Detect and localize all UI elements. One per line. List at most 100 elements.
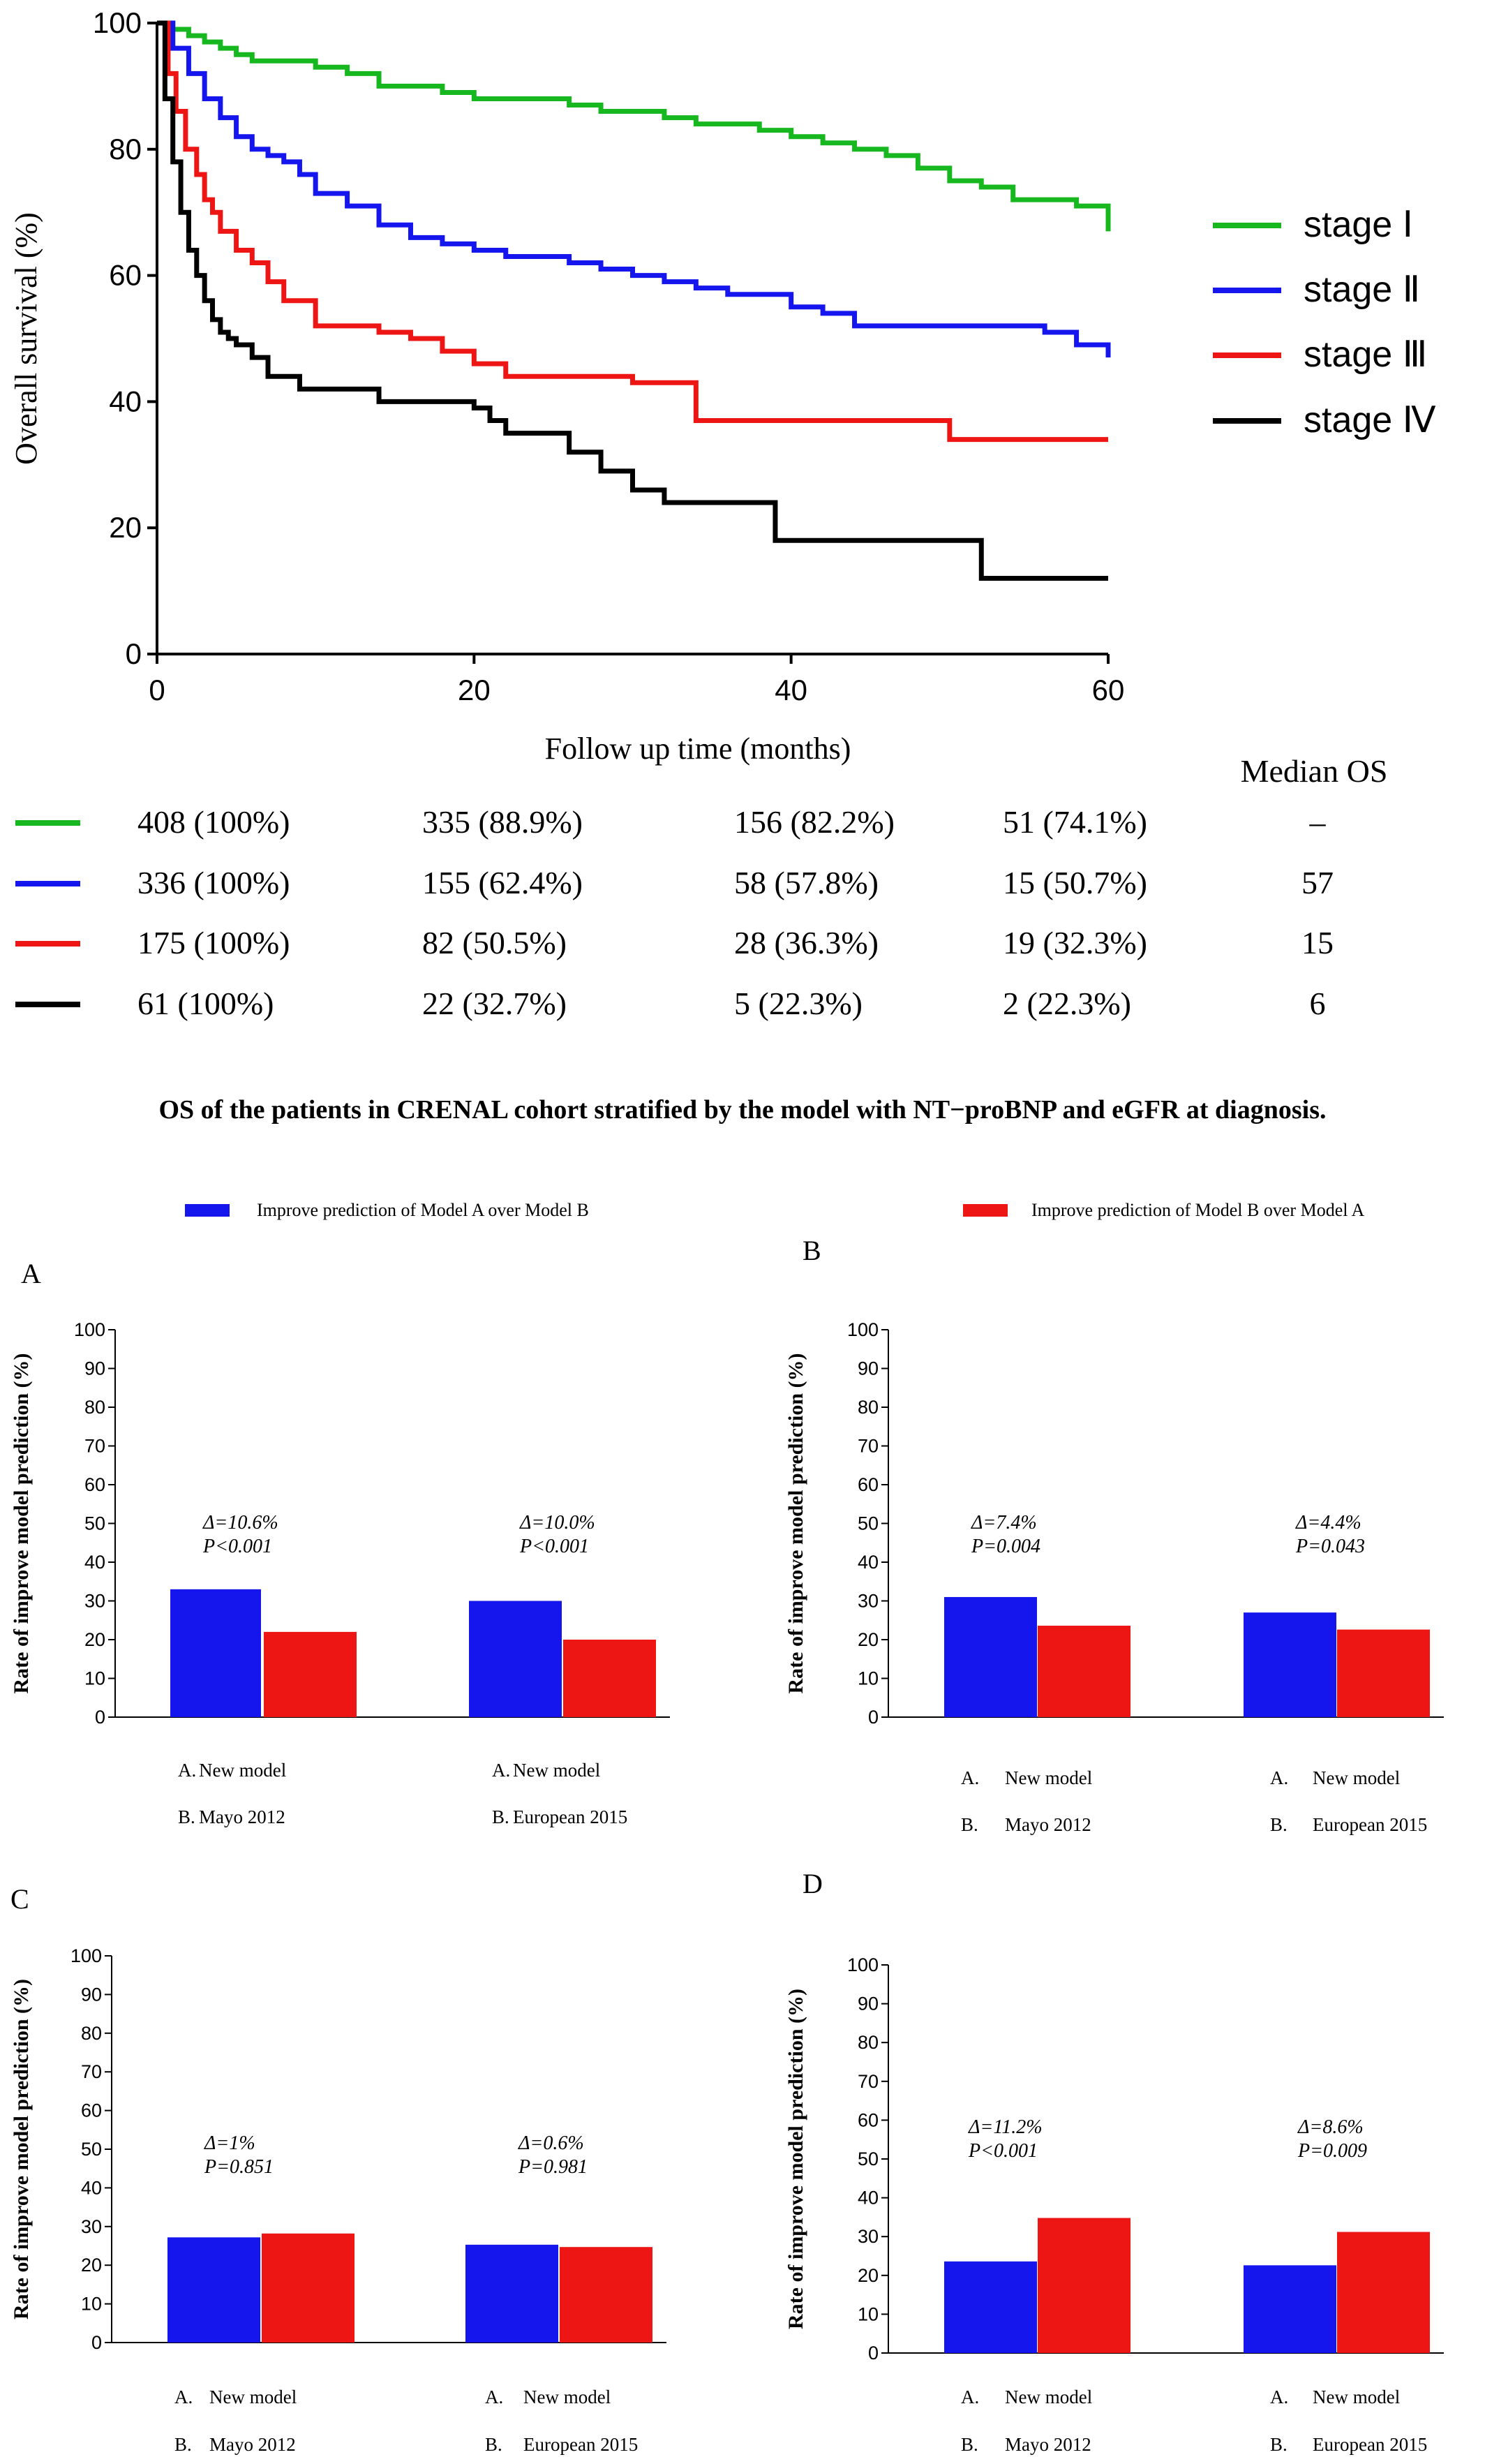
legend-swatch-a-over-b [185,1204,230,1217]
bar-b-over-a [560,2247,652,2343]
panel-label-b: B [803,1235,821,1266]
bar-y-tick-label: 70 [858,2071,879,2092]
km-curve-stage-4 [157,20,1108,581]
risk-table-cell: 408 (100%) [137,804,290,840]
risk-median-os: 57 [1301,865,1334,900]
km-curve-stage-1 [157,20,1111,232]
bar-chart-panel-b: 0 10 20 30 40 50 60 70 80 90 100 Rate of improve mo… [784,1319,1444,1835]
bar-y-axis-label: Rate of improve model prediction (%) [784,1989,807,2329]
bar-y-tick-label: 60 [81,2100,102,2121]
p-value-annotation: P=0.043 [1295,1536,1365,1557]
p-value-annotation: P<0.001 [202,1536,272,1557]
bar-y-tick-label: 60 [858,2109,879,2130]
bar-category-prefix-a: A. [961,1767,979,1788]
km-curve-stage-2 [157,20,1111,358]
bar-a-over-b [465,2244,558,2343]
bar-y-tick-label: 20 [858,1629,879,1650]
delta-annotation: Δ=11.2% [968,2116,1043,2138]
bar-y-tick-label: 100 [70,1945,102,1966]
km-y-tick-label: 80 [109,133,142,165]
risk-table-cell: 22 (32.7%) [422,986,567,1021]
km-y-tick-label: 40 [109,385,142,417]
bar-y-tick-label: 40 [858,2188,879,2209]
km-legend-label-stage-1: stage Ⅰ [1304,205,1413,245]
bar-category-prefix-a: A. [492,1760,510,1781]
legend-label-b-over-a: Improve prediction of Model B over Model… [1031,1200,1365,1220]
risk-table-cell: 82 (50.5%) [422,925,567,960]
bar-y-tick-label: 30 [84,1591,105,1612]
bar-y-tick-label: 60 [84,1474,105,1495]
panel-label-c: C [10,1883,29,1915]
bar-y-tick-label: 80 [84,1397,105,1418]
bar-y-tick-label: 70 [858,1436,879,1457]
bar-category-prefix-b: B. [1270,1814,1288,1835]
bar-category-compared-model: European 2015 [513,1806,627,1827]
bar-category-new-model: New model [513,1760,600,1781]
bar-category-compared-model: Mayo 2012 [209,2434,296,2455]
bar-y-tick-label: 90 [858,1358,879,1379]
bar-category-prefix-b: B. [961,1814,978,1835]
km-y-tick-label: 100 [93,6,142,39]
bar-b-over-a [1337,1629,1430,1717]
bar-a-over-b [1244,1612,1336,1717]
bar-chart-panel-a: 0 10 20 30 40 50 60 70 80 90 100 Rate of improve mo… [10,1319,670,1827]
km-x-tick-label: 40 [775,674,807,706]
bar-chart-panel-d: 0 10 20 30 40 50 60 70 80 90 100 Rate of improve mo… [784,1954,1444,2455]
bar-y-axis-label: Rate of improve model prediction (%) [10,1979,33,2320]
km-x-tick-label: 20 [458,674,491,706]
bar-a-over-b [944,2261,1037,2353]
km-y-axis-label: Overall survival (%) [9,212,43,465]
bar-y-tick-label: 50 [858,1513,879,1534]
bar-category-prefix-b: B. [961,2434,978,2455]
bar-b-over-a [1038,2218,1130,2353]
bar-y-tick-label: 70 [81,2061,102,2082]
bar-category-new-model: New model [209,2387,297,2407]
bar-category-new-model: New model [1313,2387,1400,2407]
bar-y-tick-label: 0 [95,1707,105,1728]
delta-annotation: Δ=10.6% [202,1512,278,1534]
bar-category-new-model: New model [1313,1767,1400,1788]
number-at-risk-table: Median OS 408 (100%) 335 (88.9%) 156 (82.2… [15,753,1387,1021]
bar-y-axis-label: Rate of improve model prediction (%) [10,1353,33,1694]
delta-annotation: Δ=10.0% [519,1512,595,1534]
bar-category-prefix-a: A. [1270,1767,1288,1788]
p-value-annotation: P=0.981 [518,2156,588,2178]
bar-y-tick-label: 80 [858,2032,879,2053]
bar-a-over-b [167,2237,260,2343]
km-legend-label-stage-4: stage Ⅳ [1304,400,1436,440]
bar-category-prefix-a: A. [178,1760,196,1781]
delta-annotation: Δ=4.4% [1295,1512,1361,1534]
p-value-annotation: P=0.851 [204,2156,274,2178]
km-x-tick-label: 60 [1092,674,1125,706]
bar-category-compared-model: European 2015 [1313,2434,1427,2455]
bar-y-tick-label: 100 [847,1319,879,1340]
km-y-tick-label: 60 [109,259,142,292]
bar-y-tick-label: 40 [858,1552,879,1573]
bar-y-tick-label: 0 [868,1707,879,1728]
risk-table-cell: 51 (74.1%) [1003,804,1147,840]
p-value-annotation: P<0.001 [968,2140,1038,2162]
km-legend-label-stage-2: stage Ⅱ [1304,269,1420,310]
bar-y-tick-label: 0 [91,2332,102,2353]
legend-swatch-b-over-a [963,1204,1008,1217]
km-survival-chart: 0 20 40 60 80 100 0 20 40 60 Overall survival (%… [9,6,1436,766]
bar-y-tick-label: 100 [74,1319,105,1340]
bar-category-compared-model: Mayo 2012 [1005,2434,1091,2455]
bar-y-tick-label: 30 [81,2216,102,2237]
legend-label-a-over-b: Improve prediction of Model A over Model… [257,1200,589,1220]
bar-category-new-model: New model [1005,1767,1092,1788]
bar-y-tick-label: 10 [858,1668,879,1689]
bar-category-prefix-a: A. [961,2387,979,2407]
km-legend-label-stage-3: stage Ⅲ [1304,334,1428,375]
bar-a-over-b [469,1601,562,1717]
risk-median-os: 15 [1301,925,1334,960]
bar-category-new-model: New model [1005,2387,1092,2407]
bar-y-tick-label: 50 [858,2148,879,2169]
km-curve-stage-3 [157,20,1108,443]
km-x-axis-label: Follow up time (months) [545,732,851,766]
bar-y-tick-label: 10 [84,1668,105,1689]
risk-table-cell: 28 (36.3%) [734,925,879,960]
bar-category-compared-model: Mayo 2012 [1005,1814,1091,1835]
risk-table-cell: 175 (100%) [137,925,290,960]
